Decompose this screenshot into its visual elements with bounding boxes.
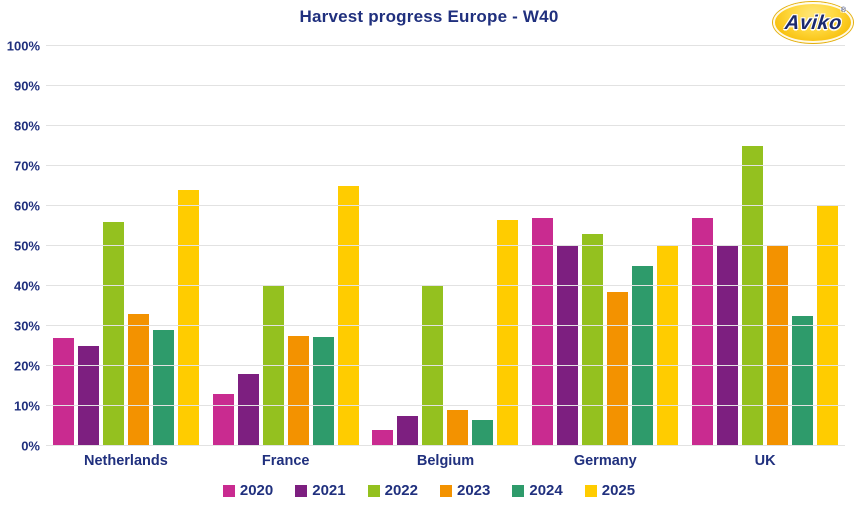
legend-swatch-2021 bbox=[295, 484, 308, 497]
x-axis-label-belgium: Belgium bbox=[416, 453, 475, 469]
bar-2022-uk bbox=[742, 146, 764, 446]
bar-2021-belgium bbox=[397, 416, 419, 446]
gridline-10% bbox=[46, 405, 845, 406]
gridline-100% bbox=[46, 45, 845, 46]
y-tick-label-70%: 70% bbox=[13, 158, 40, 174]
legend-swatch-2024 bbox=[512, 484, 525, 497]
bar-2024-belgium bbox=[472, 420, 494, 446]
legend-item-2023: 2023 bbox=[440, 482, 490, 499]
y-tick-label-100%: 100% bbox=[6, 38, 40, 54]
bar-2024-germany bbox=[632, 266, 654, 446]
bar-2025-netherlands bbox=[177, 190, 199, 446]
bar-2023-netherlands bbox=[127, 314, 149, 446]
legend-label-2021: 2021 bbox=[312, 482, 346, 499]
legend-label-2023: 2023 bbox=[457, 482, 491, 499]
bar-group-uk bbox=[685, 46, 845, 446]
bar-2024-netherlands bbox=[152, 330, 174, 446]
chart-title: Harvest progress Europe - W40 bbox=[299, 7, 559, 26]
registered-trademark-icon: ® bbox=[840, 7, 846, 14]
gridline-0% bbox=[46, 445, 845, 446]
legend-swatch-2025 bbox=[584, 484, 597, 497]
x-axis-label-netherlands: Netherlands bbox=[83, 453, 168, 469]
legend-item-2022: 2022 bbox=[367, 482, 418, 499]
legend-label-2022: 2022 bbox=[384, 482, 418, 499]
legend-label-2025: 2025 bbox=[601, 482, 636, 499]
bar-2022-belgium bbox=[422, 286, 444, 446]
bar-2023-belgium bbox=[447, 410, 469, 446]
gridline-60% bbox=[46, 205, 845, 206]
y-tick-label-30%: 30% bbox=[13, 318, 40, 334]
bar-2022-france bbox=[262, 286, 284, 446]
legend: 2020 2021 2022 2023 2024 2025 bbox=[0, 482, 858, 499]
y-axis: 0% 10% 20% 30% 40% 50% 60% 70% 80% 90% 100% bbox=[0, 39, 40, 454]
bar-2021-uk bbox=[717, 246, 739, 446]
bar-2021-france bbox=[237, 374, 259, 446]
y-tick-label-60%: 60% bbox=[13, 198, 40, 214]
legend-item-2025: 2025 bbox=[584, 482, 636, 499]
bar-group-belgium bbox=[366, 46, 526, 446]
bar-2025-uk bbox=[817, 206, 839, 446]
y-tick-label-10%: 10% bbox=[13, 398, 40, 414]
legend-swatch-2020 bbox=[222, 484, 235, 497]
legend-label-2024: 2024 bbox=[529, 482, 563, 499]
bar-2021-germany bbox=[557, 246, 579, 446]
x-axis: Netherlands France Belgium Germany UK bbox=[46, 453, 845, 469]
bar-2023-uk bbox=[767, 246, 789, 446]
x-axis-label-france: France bbox=[261, 453, 310, 469]
gridline-40% bbox=[46, 285, 845, 286]
bar-2021-netherlands bbox=[77, 346, 99, 446]
legend-swatch-2022 bbox=[367, 484, 380, 497]
bar-2024-france bbox=[312, 336, 334, 446]
bar-2025-germany bbox=[657, 246, 679, 446]
bar-2020-france bbox=[212, 394, 234, 446]
y-tick-label-80%: 80% bbox=[13, 118, 40, 134]
gridline-30% bbox=[46, 325, 845, 326]
legend-label-2020: 2020 bbox=[239, 482, 274, 499]
y-tick-label-20%: 20% bbox=[13, 358, 40, 374]
legend-item-2024: 2024 bbox=[512, 482, 563, 499]
bar-2023-germany bbox=[607, 292, 629, 446]
x-axis-label-germany: Germany bbox=[573, 453, 637, 469]
legend-item-2020: 2020 bbox=[222, 482, 274, 499]
bar-group-germany bbox=[525, 46, 685, 446]
bar-2022-netherlands bbox=[102, 222, 124, 446]
bar-2025-france bbox=[337, 186, 359, 446]
aviko-logo: Aviko ® bbox=[773, 2, 853, 43]
bar-group-netherlands bbox=[46, 46, 206, 446]
bar-2022-germany bbox=[582, 234, 604, 446]
aviko-logo-text: Aviko bbox=[783, 11, 843, 34]
bar-2020-netherlands bbox=[52, 338, 74, 446]
bars-row bbox=[46, 46, 845, 446]
bar-2024-uk bbox=[792, 316, 814, 446]
gridline-70% bbox=[46, 165, 845, 166]
y-tick-label-50%: 50% bbox=[13, 238, 40, 254]
gridline-20% bbox=[46, 365, 845, 366]
bar-2025-belgium bbox=[497, 220, 519, 446]
bar-2023-france bbox=[287, 336, 309, 446]
bar-2020-germany bbox=[532, 218, 554, 446]
bar-2020-uk bbox=[692, 218, 714, 446]
y-tick-label-40%: 40% bbox=[13, 278, 40, 294]
x-axis-label-uk: UK bbox=[754, 453, 776, 469]
bar-group-france bbox=[206, 46, 366, 446]
gridline-90% bbox=[46, 85, 845, 86]
bar-2020-belgium bbox=[372, 430, 394, 446]
legend-item-2021: 2021 bbox=[295, 482, 346, 499]
y-tick-label-90%: 90% bbox=[13, 78, 40, 94]
gridline-50% bbox=[46, 245, 845, 246]
legend-swatch-2023 bbox=[440, 484, 452, 497]
gridline-80% bbox=[46, 125, 845, 126]
y-tick-label-0%: 0% bbox=[21, 438, 40, 454]
plot-area bbox=[46, 45, 845, 446]
